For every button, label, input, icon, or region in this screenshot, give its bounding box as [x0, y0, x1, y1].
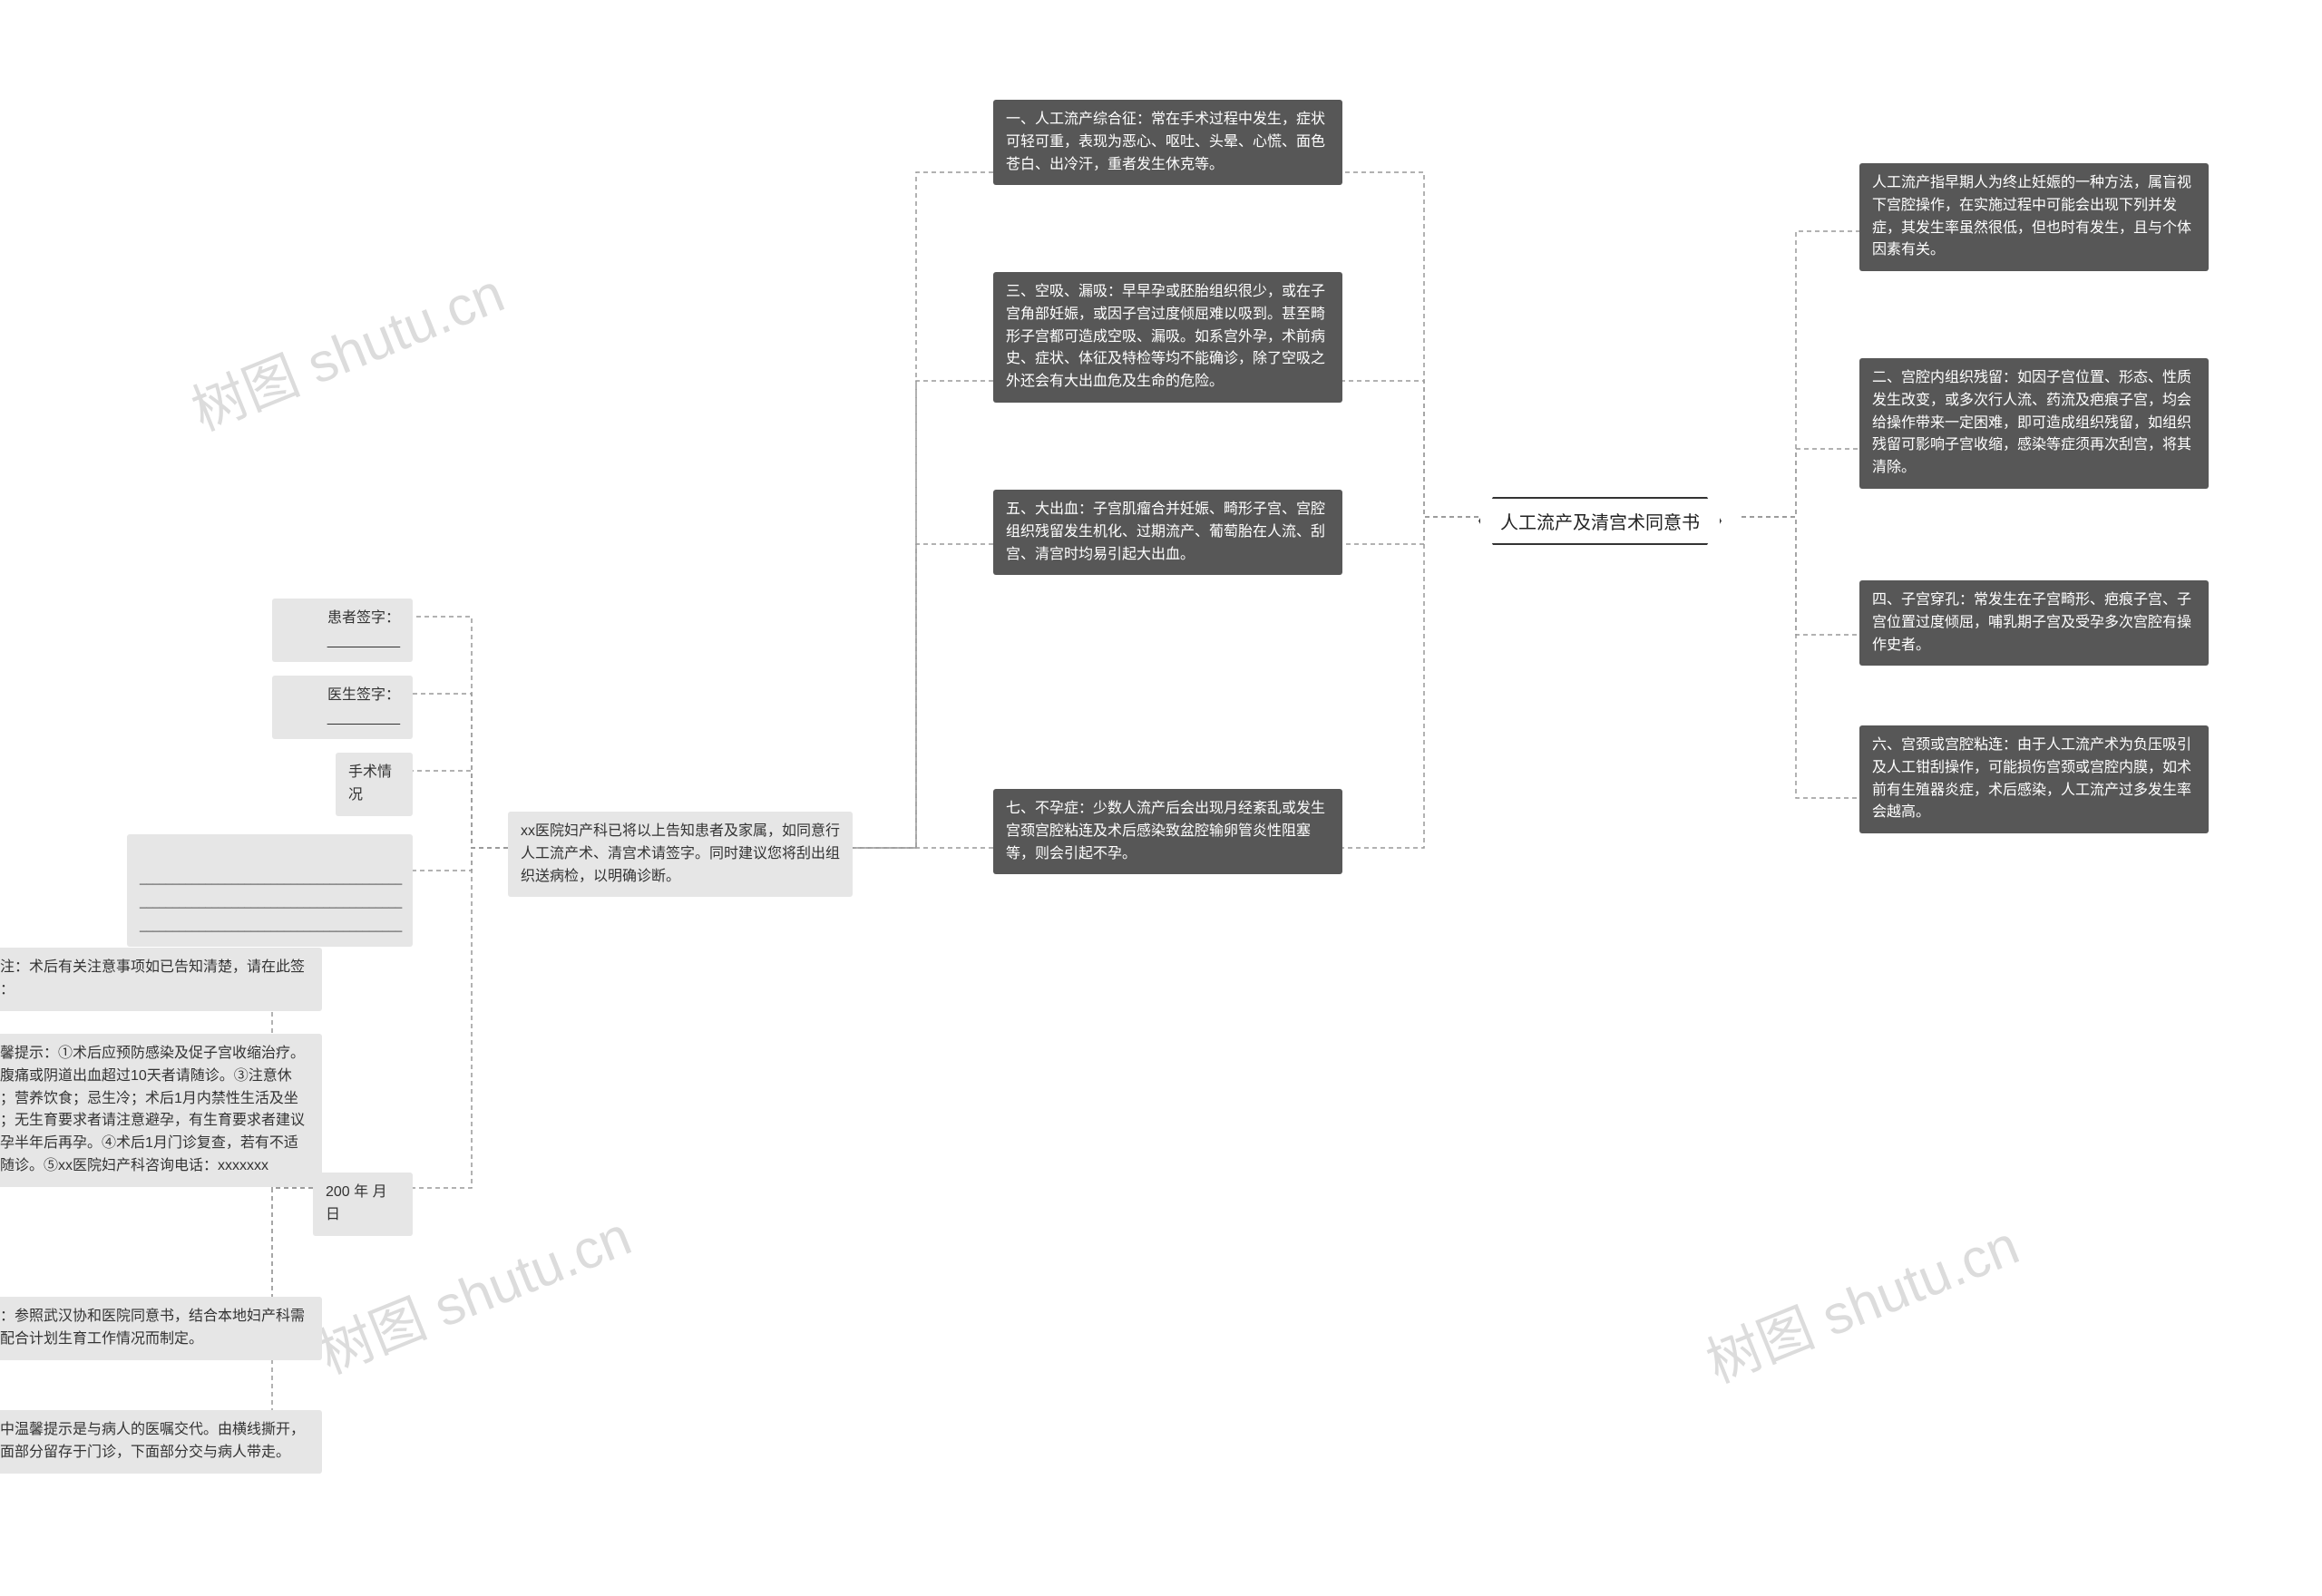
node-text: 温馨提示：①术后应预防感染及促子宫收缩治疗。②腹痛或阴道出血超过10天者请随诊。…: [0, 1046, 305, 1173]
node-text: 一、人工流产综合征：常在手术过程中发生，症状可轻可重，表现为恶心、呕吐、头晕、心…: [1006, 112, 1325, 172]
node-complication-7: 七、不孕症：少数人流产后会出现月经紊乱或发生宫颈宫腔粘连及术后感染致盆腔输卵管炎…: [993, 789, 1342, 874]
node-warm-tips: 温馨提示：①术后应预防感染及促子宫收缩治疗。②腹痛或阴道出血超过10天者请随诊。…: [0, 1034, 322, 1187]
node-text: 医生签字：_________: [327, 687, 400, 725]
node-text: 200 年 月 日: [326, 1184, 387, 1222]
node-complication-6: 六、宫颈或宫腔粘连：由于人工流产术为负压吸引及人工钳刮操作，可能损伤宫颈或宫腔内…: [1859, 725, 2209, 833]
node-text: ________________________________________…: [140, 871, 402, 932]
node-text: 手术情况: [348, 764, 392, 803]
node-complication-3: 三、空吸、漏吸：早早孕或胚胎组织很少，或在子宫角部妊娠，或因子宫过度倾屈难以吸到…: [993, 272, 1342, 403]
node-text: 注：参照武汉协和医院同意书，结合本地妇产科需要配合计划生育工作情况而制定。: [0, 1309, 305, 1347]
node-complication-5: 五、大出血：子宫肌瘤合并妊娠、畸形子宫、宫腔组织残留发生机化、过期流产、葡萄胎在…: [993, 490, 1342, 575]
node-text: 人工流产指早期人为终止妊娠的一种方法，属盲视下宫腔操作，在实施过程中可能会出现下…: [1872, 175, 2191, 258]
node-intro: 人工流产指早期人为终止妊娠的一种方法，属盲视下宫腔操作，在实施过程中可能会出现下…: [1859, 163, 2209, 271]
node-text: 患者签字：_________: [327, 610, 400, 648]
node-text: 二、宫腔内组织残留：如因子宫位置、形态、性质发生改变，或多次行人流、药流及疤痕子…: [1872, 370, 2191, 475]
node-date: 200 年 月 日: [313, 1173, 413, 1236]
watermark: 树图 shutu.cn: [1693, 1202, 2029, 1398]
node-text: 四、子宫穿孔：常发生在子宫畸形、疤痕子宫、子宫位置过度倾屈，哺乳期子宫及受孕多次…: [1872, 592, 2191, 653]
node-text: 备注：术后有关注意事项如已告知清楚，请在此签字：: [0, 959, 305, 998]
center-node: 人工流产及清宫术同意书: [1478, 497, 1722, 545]
node-text: 七、不孕症：少数人流产后会出现月经紊乱或发生宫颈宫腔粘连及术后感染致盆腔输卵管炎…: [1006, 801, 1325, 861]
node-text: 三、空吸、漏吸：早早孕或胚胎组织很少，或在子宫角部妊娠，或因子宫过度倾屈难以吸到…: [1006, 284, 1325, 389]
node-surgery-status: 手术情况: [336, 753, 413, 816]
node-blank-lines: ________________________________________…: [127, 834, 413, 947]
center-label: 人工流产及清宫术同意书: [1500, 513, 1700, 533]
node-text: 其中温馨提示是与病人的医嘱交代。由横线撕开，上面部分留存于门诊，下面部分交与病人…: [0, 1422, 305, 1460]
node-complication-4: 四、子宫穿孔：常发生在子宫畸形、疤痕子宫、子宫位置过度倾屈，哺乳期子宫及受孕多次…: [1859, 580, 2209, 666]
node-hospital-statement: xx医院妇产科已将以上告知患者及家属，如同意行人工流产术、清宫术请签字。同时建议…: [508, 812, 853, 897]
node-text: 五、大出血：子宫肌瘤合并妊娠、畸形子宫、宫腔组织残留发生机化、过期流产、葡萄胎在…: [1006, 501, 1325, 562]
node-complication-2: 二、宫腔内组织残留：如因子宫位置、形态、性质发生改变，或多次行人流、药流及疤痕子…: [1859, 358, 2209, 489]
watermark: 树图 shutu.cn: [179, 249, 514, 446]
node-text: xx医院妇产科已将以上告知患者及家属，如同意行人工流产术、清宫术请签字。同时建议…: [521, 823, 840, 884]
node-doctor-sign: 医生签字：_________: [272, 676, 413, 739]
node-reference: 注：参照武汉协和医院同意书，结合本地妇产科需要配合计划生育工作情况而制定。: [0, 1297, 322, 1360]
node-tear-instruction: 其中温馨提示是与病人的医嘱交代。由横线撕开，上面部分留存于门诊，下面部分交与病人…: [0, 1410, 322, 1474]
node-text: 六、宫颈或宫腔粘连：由于人工流产术为负压吸引及人工钳刮操作，可能损伤宫颈或宫腔内…: [1872, 737, 2191, 820]
node-remark: 备注：术后有关注意事项如已告知清楚，请在此签字：: [0, 948, 322, 1011]
node-complication-1: 一、人工流产综合征：常在手术过程中发生，症状可轻可重，表现为恶心、呕吐、头晕、心…: [993, 100, 1342, 185]
node-patient-sign: 患者签字：_________: [272, 598, 413, 662]
